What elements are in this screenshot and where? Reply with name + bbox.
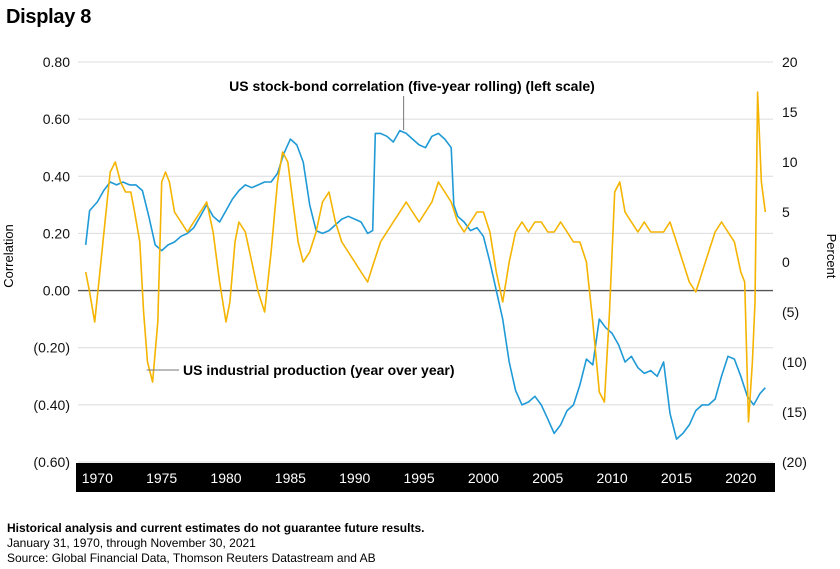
left-tick-label: (0.60) bbox=[33, 454, 70, 470]
disclaimer-note: Historical analysis and current estimate… bbox=[7, 521, 425, 535]
right-axis-tick-labels: 20 15 10 5 0 (5) (10) (15) (20) bbox=[782, 54, 807, 470]
x-tick-label: 1975 bbox=[146, 470, 177, 486]
x-tick-label: 1980 bbox=[210, 470, 241, 486]
right-tick-label: (20) bbox=[782, 454, 807, 470]
page-title: Display 8 bbox=[6, 6, 92, 28]
stock-bond-correlation-line bbox=[84, 129, 766, 440]
right-tick-label: 20 bbox=[782, 54, 798, 70]
left-axis-label: Correlation bbox=[1, 224, 16, 288]
x-tick-label: 1970 bbox=[82, 470, 113, 486]
annotations: US stock-bond correlation (five-year rol… bbox=[146, 78, 595, 378]
left-tick-label: 0.40 bbox=[43, 168, 70, 184]
x-tick-label: 2010 bbox=[597, 470, 628, 486]
date-range-note: January 31, 1970, through November 30, 2… bbox=[7, 536, 256, 550]
correlation-annotation-label: US stock-bond correlation (five-year rol… bbox=[229, 78, 595, 94]
x-axis-tick-labels: 1970 1975 1980 1985 1990 1995 2000 2005 2010 2015… bbox=[82, 470, 757, 486]
right-axis-label: Percent bbox=[824, 234, 839, 279]
left-tick-label: (0.20) bbox=[33, 340, 70, 356]
x-tick-label: 1985 bbox=[275, 470, 306, 486]
right-tick-label: 10 bbox=[782, 154, 798, 170]
x-tick-label: 2000 bbox=[468, 470, 499, 486]
right-tick-label: (10) bbox=[782, 354, 807, 370]
left-tick-label: 0.20 bbox=[43, 225, 70, 241]
x-tick-label: 2020 bbox=[725, 470, 756, 486]
x-tick-label: 1995 bbox=[403, 470, 434, 486]
x-tick-label: 2005 bbox=[532, 470, 563, 486]
source-note: Source: Global Financial Data, Thomson R… bbox=[7, 551, 376, 565]
right-tick-label: (5) bbox=[782, 304, 799, 320]
x-tick-label: 2015 bbox=[661, 470, 692, 486]
x-axis-band bbox=[76, 463, 775, 492]
gridlines bbox=[78, 61, 773, 463]
left-tick-label: 0.80 bbox=[43, 54, 70, 70]
series-lines bbox=[84, 91, 767, 440]
production-annotation-label: US industrial production (year over year… bbox=[183, 362, 455, 378]
left-tick-label: 0.60 bbox=[43, 111, 70, 127]
left-tick-label: 0.00 bbox=[43, 283, 70, 299]
right-tick-label: 5 bbox=[782, 204, 790, 220]
left-tick-label: (0.40) bbox=[33, 397, 70, 413]
right-tick-label: (15) bbox=[782, 404, 807, 420]
left-axis-tick-labels: 0.80 0.60 0.40 0.20 0.00 (0.20) (0.40) (0.60) bbox=[33, 54, 70, 470]
right-tick-label: 15 bbox=[782, 104, 798, 120]
dual-axis-line-chart: 0.80 0.60 0.40 0.20 0.00 (0.20) (0.40) (0.60) 2… bbox=[1, 54, 839, 492]
x-tick-label: 1990 bbox=[339, 470, 370, 486]
right-tick-label: 0 bbox=[782, 254, 790, 270]
industrial-production-line bbox=[84, 91, 767, 423]
